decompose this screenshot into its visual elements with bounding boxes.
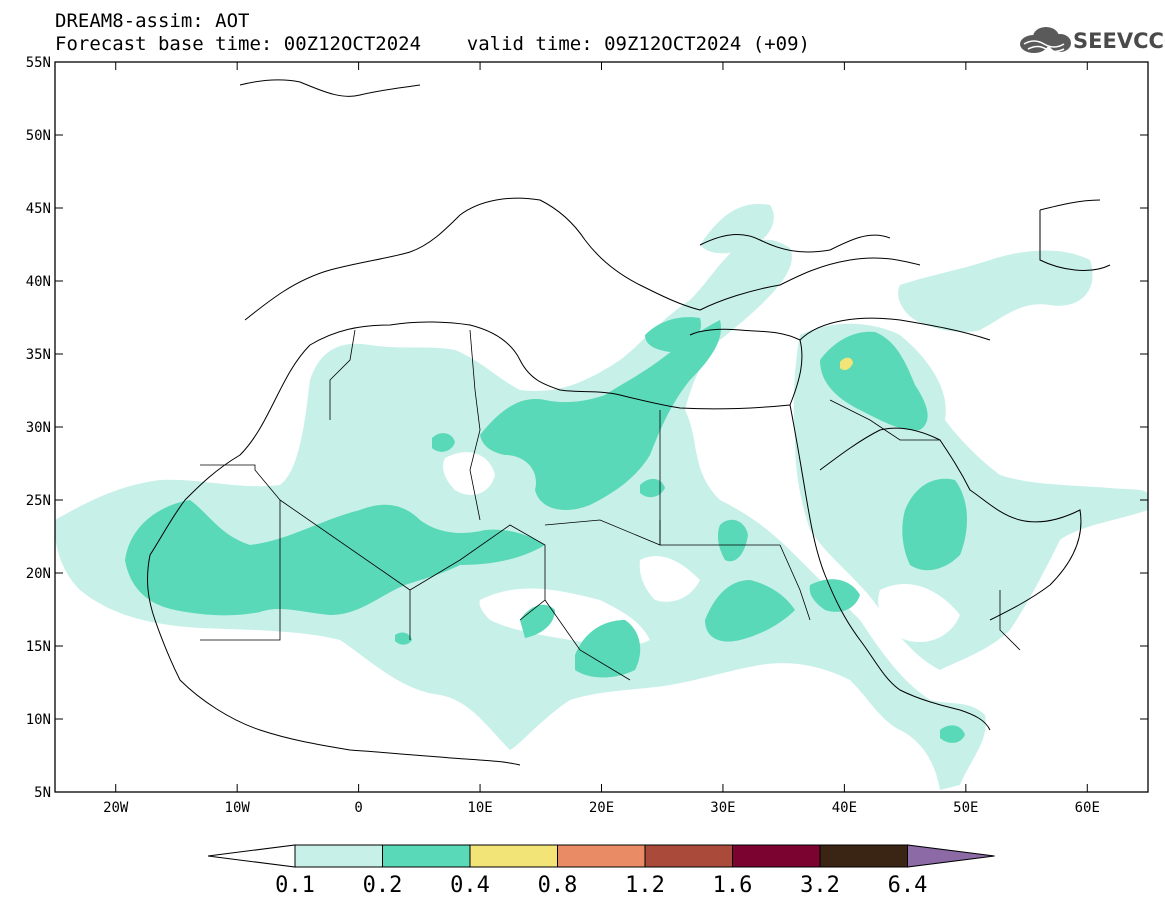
lat-tick-label: 40N — [26, 274, 51, 290]
colorbar-bin — [557, 844, 646, 868]
lat-tick-label: 45N — [26, 201, 51, 217]
aot-high-spot — [840, 357, 853, 371]
lat-tick-label: 20N — [26, 566, 51, 582]
lat-tick-label: 55N — [26, 55, 51, 71]
lat-tick-label: 5N — [34, 785, 51, 801]
lon-tick-label: 20W — [103, 800, 129, 816]
lon-tick-label: 10E — [467, 800, 492, 816]
logo-text: SEEVCCC — [1073, 29, 1165, 53]
lon-tick-label: 30E — [710, 800, 735, 816]
colorbar-label: 6.4 — [888, 873, 928, 898]
colorbar-label: 0.4 — [450, 873, 490, 898]
lon-tick-label: 0 — [354, 800, 362, 816]
colorbar-label: 0.2 — [363, 873, 403, 898]
latitude-axis: 55N 50N 45N 40N 35N 30N 25N 20N 15N 10N 5N — [26, 55, 1148, 801]
colorbar-under-arrow — [207, 844, 296, 868]
forecast-time-line: Forecast base time: 00Z12OCT2024 valid t… — [55, 33, 810, 55]
map-plot-area — [55, 62, 1148, 792]
lat-tick-label: 30N — [26, 420, 51, 436]
lat-tick-label: 25N — [26, 493, 51, 509]
lat-tick-label: 50N — [26, 128, 51, 144]
longitude-axis: 20W 10W 0 10E 20E 30E 40E 50E 60E — [103, 62, 1100, 816]
colorbar-over-arrow — [907, 844, 995, 868]
lat-tick-label: 10N — [26, 712, 51, 728]
colorbar-label: 1.6 — [713, 873, 753, 898]
colorbar-bin — [644, 844, 733, 868]
colorbar-label: 1.2 — [625, 873, 665, 898]
lon-tick-label: 10W — [225, 800, 251, 816]
colorbar-bin — [819, 844, 908, 868]
lon-tick-label: 20E — [589, 800, 614, 816]
colorbar-bin — [382, 844, 471, 868]
coastlines — [147, 79, 1111, 766]
cloud-logo-icon — [1020, 27, 1071, 53]
country-borders — [200, 329, 1021, 681]
lat-tick-label: 35N — [26, 347, 51, 363]
lon-tick-label: 60E — [1075, 800, 1100, 816]
colorbar-bin — [294, 844, 383, 868]
colorbar-label: 0.1 — [275, 873, 315, 898]
colorbar-label: 0.8 — [538, 873, 578, 898]
colorbar: 0.1 0.2 0.4 0.8 1.2 1.6 3.2 6.4 — [207, 844, 995, 898]
map-title: DREAM8-assim: AOT — [55, 10, 250, 32]
colorbar-label: 3.2 — [800, 873, 840, 898]
aot-medium-region — [125, 317, 967, 743]
lat-tick-label: 15N — [26, 639, 51, 655]
colorbar-bin — [469, 844, 558, 868]
lon-tick-label: 50E — [953, 800, 978, 816]
colorbar-bin — [732, 844, 821, 868]
lon-tick-label: 40E — [832, 800, 857, 816]
